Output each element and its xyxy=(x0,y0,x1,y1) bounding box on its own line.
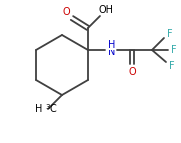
Text: O: O xyxy=(62,7,70,17)
Text: H: H xyxy=(35,104,42,114)
Text: H: H xyxy=(108,40,116,50)
Text: C: C xyxy=(50,104,57,114)
Text: N: N xyxy=(108,47,116,57)
Text: 3: 3 xyxy=(45,104,49,110)
Text: O: O xyxy=(128,67,136,77)
Text: OH: OH xyxy=(98,5,113,15)
Text: F: F xyxy=(167,29,173,39)
Text: F: F xyxy=(171,45,177,55)
Text: F: F xyxy=(169,61,175,71)
